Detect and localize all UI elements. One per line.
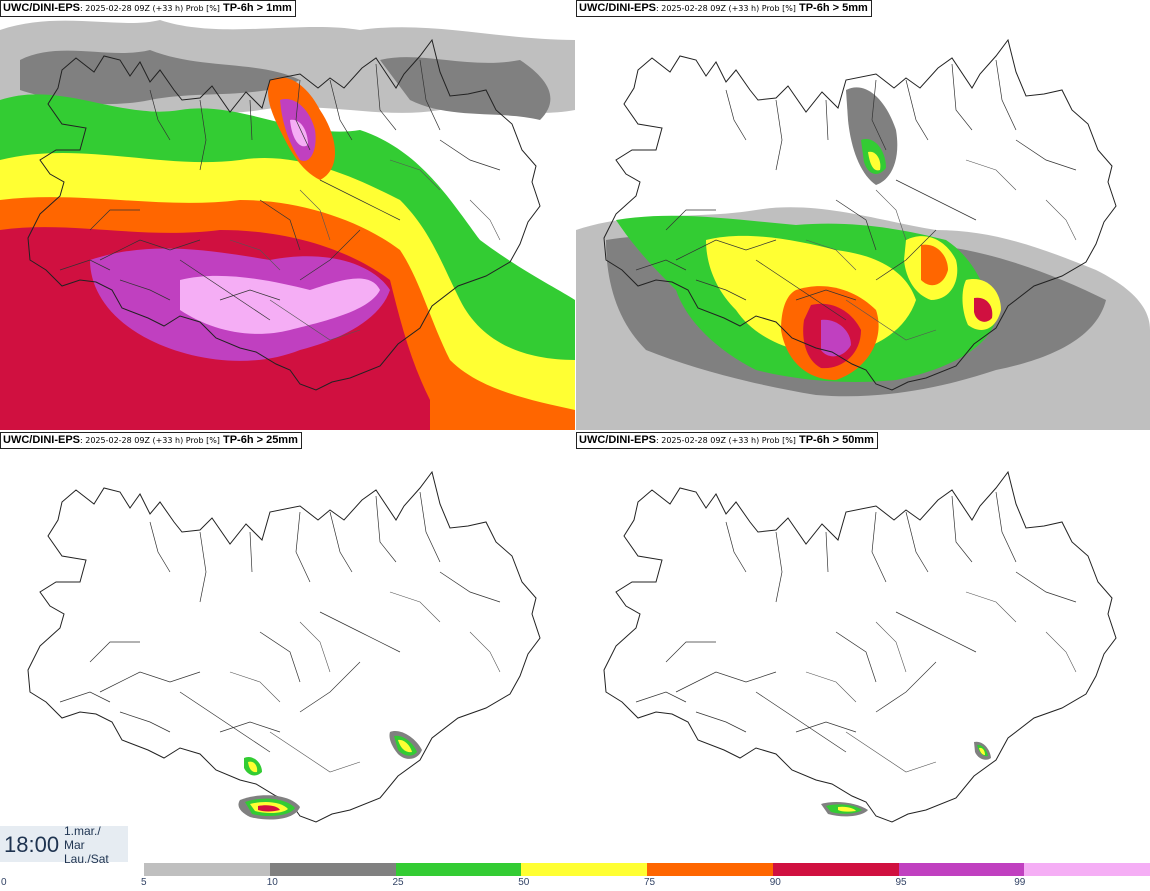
valid-weekday: Lau./Sat [64, 852, 109, 866]
legend-swatch [772, 863, 899, 876]
legend-swatch [395, 863, 522, 876]
legend-tick-label: 75 [644, 877, 656, 888]
map-1mm [0, 0, 575, 430]
map-panel-50mm: UWC/DINI-EPS: 2025-02-28 09Z (+33 h) Pro… [576, 432, 1150, 862]
legend-colorbar [144, 863, 1150, 876]
panel-title: UWC/DINI-EPS: 2025-02-28 09Z (+33 h) Pro… [576, 432, 878, 449]
legend-tick-label: 5 [141, 877, 147, 888]
panel-title: UWC/DINI-EPS: 2025-02-28 09Z (+33 h) Pro… [0, 432, 302, 449]
panel-title: UWC/DINI-EPS: 2025-02-28 09Z (+33 h) Pro… [576, 0, 872, 17]
valid-day: 1.mar./ [64, 824, 101, 838]
legend-tick-label: 99 [1014, 877, 1026, 888]
valid-time: 18:00 [4, 832, 60, 857]
legend-swatch [269, 863, 396, 876]
map-panel-1mm: UWC/DINI-EPS: 2025-02-28 09Z (+33 h) Pro… [0, 0, 575, 430]
legend-tick-label: 50 [518, 877, 530, 888]
legend-swatch [1024, 863, 1150, 876]
map-25mm [0, 432, 575, 862]
legend-swatch [521, 863, 647, 876]
legend-tick-label: 0 [1, 877, 7, 888]
map-5mm [576, 0, 1150, 430]
map-50mm [576, 432, 1150, 862]
map-panel-25mm: UWC/DINI-EPS: 2025-02-28 09Z (+33 h) Pro… [0, 432, 575, 862]
valid-month: Mar [64, 838, 85, 852]
legend-swatch [898, 863, 1025, 876]
legend-tick-label: 90 [769, 877, 781, 888]
panel-title: UWC/DINI-EPS: 2025-02-28 09Z (+33 h) Pro… [0, 0, 296, 17]
legend-tick-label: 25 [392, 877, 404, 888]
legend-swatch [144, 863, 270, 876]
valid-time-box [0, 826, 128, 862]
legend-tick-label: 95 [895, 877, 907, 888]
valid-date: 1.mar./ Mar Lau./Sat [64, 824, 109, 866]
map-panel-5mm: UWC/DINI-EPS: 2025-02-28 09Z (+33 h) Pro… [576, 0, 1150, 430]
legend-swatch [647, 863, 773, 876]
legend-tick-label: 10 [266, 877, 278, 888]
